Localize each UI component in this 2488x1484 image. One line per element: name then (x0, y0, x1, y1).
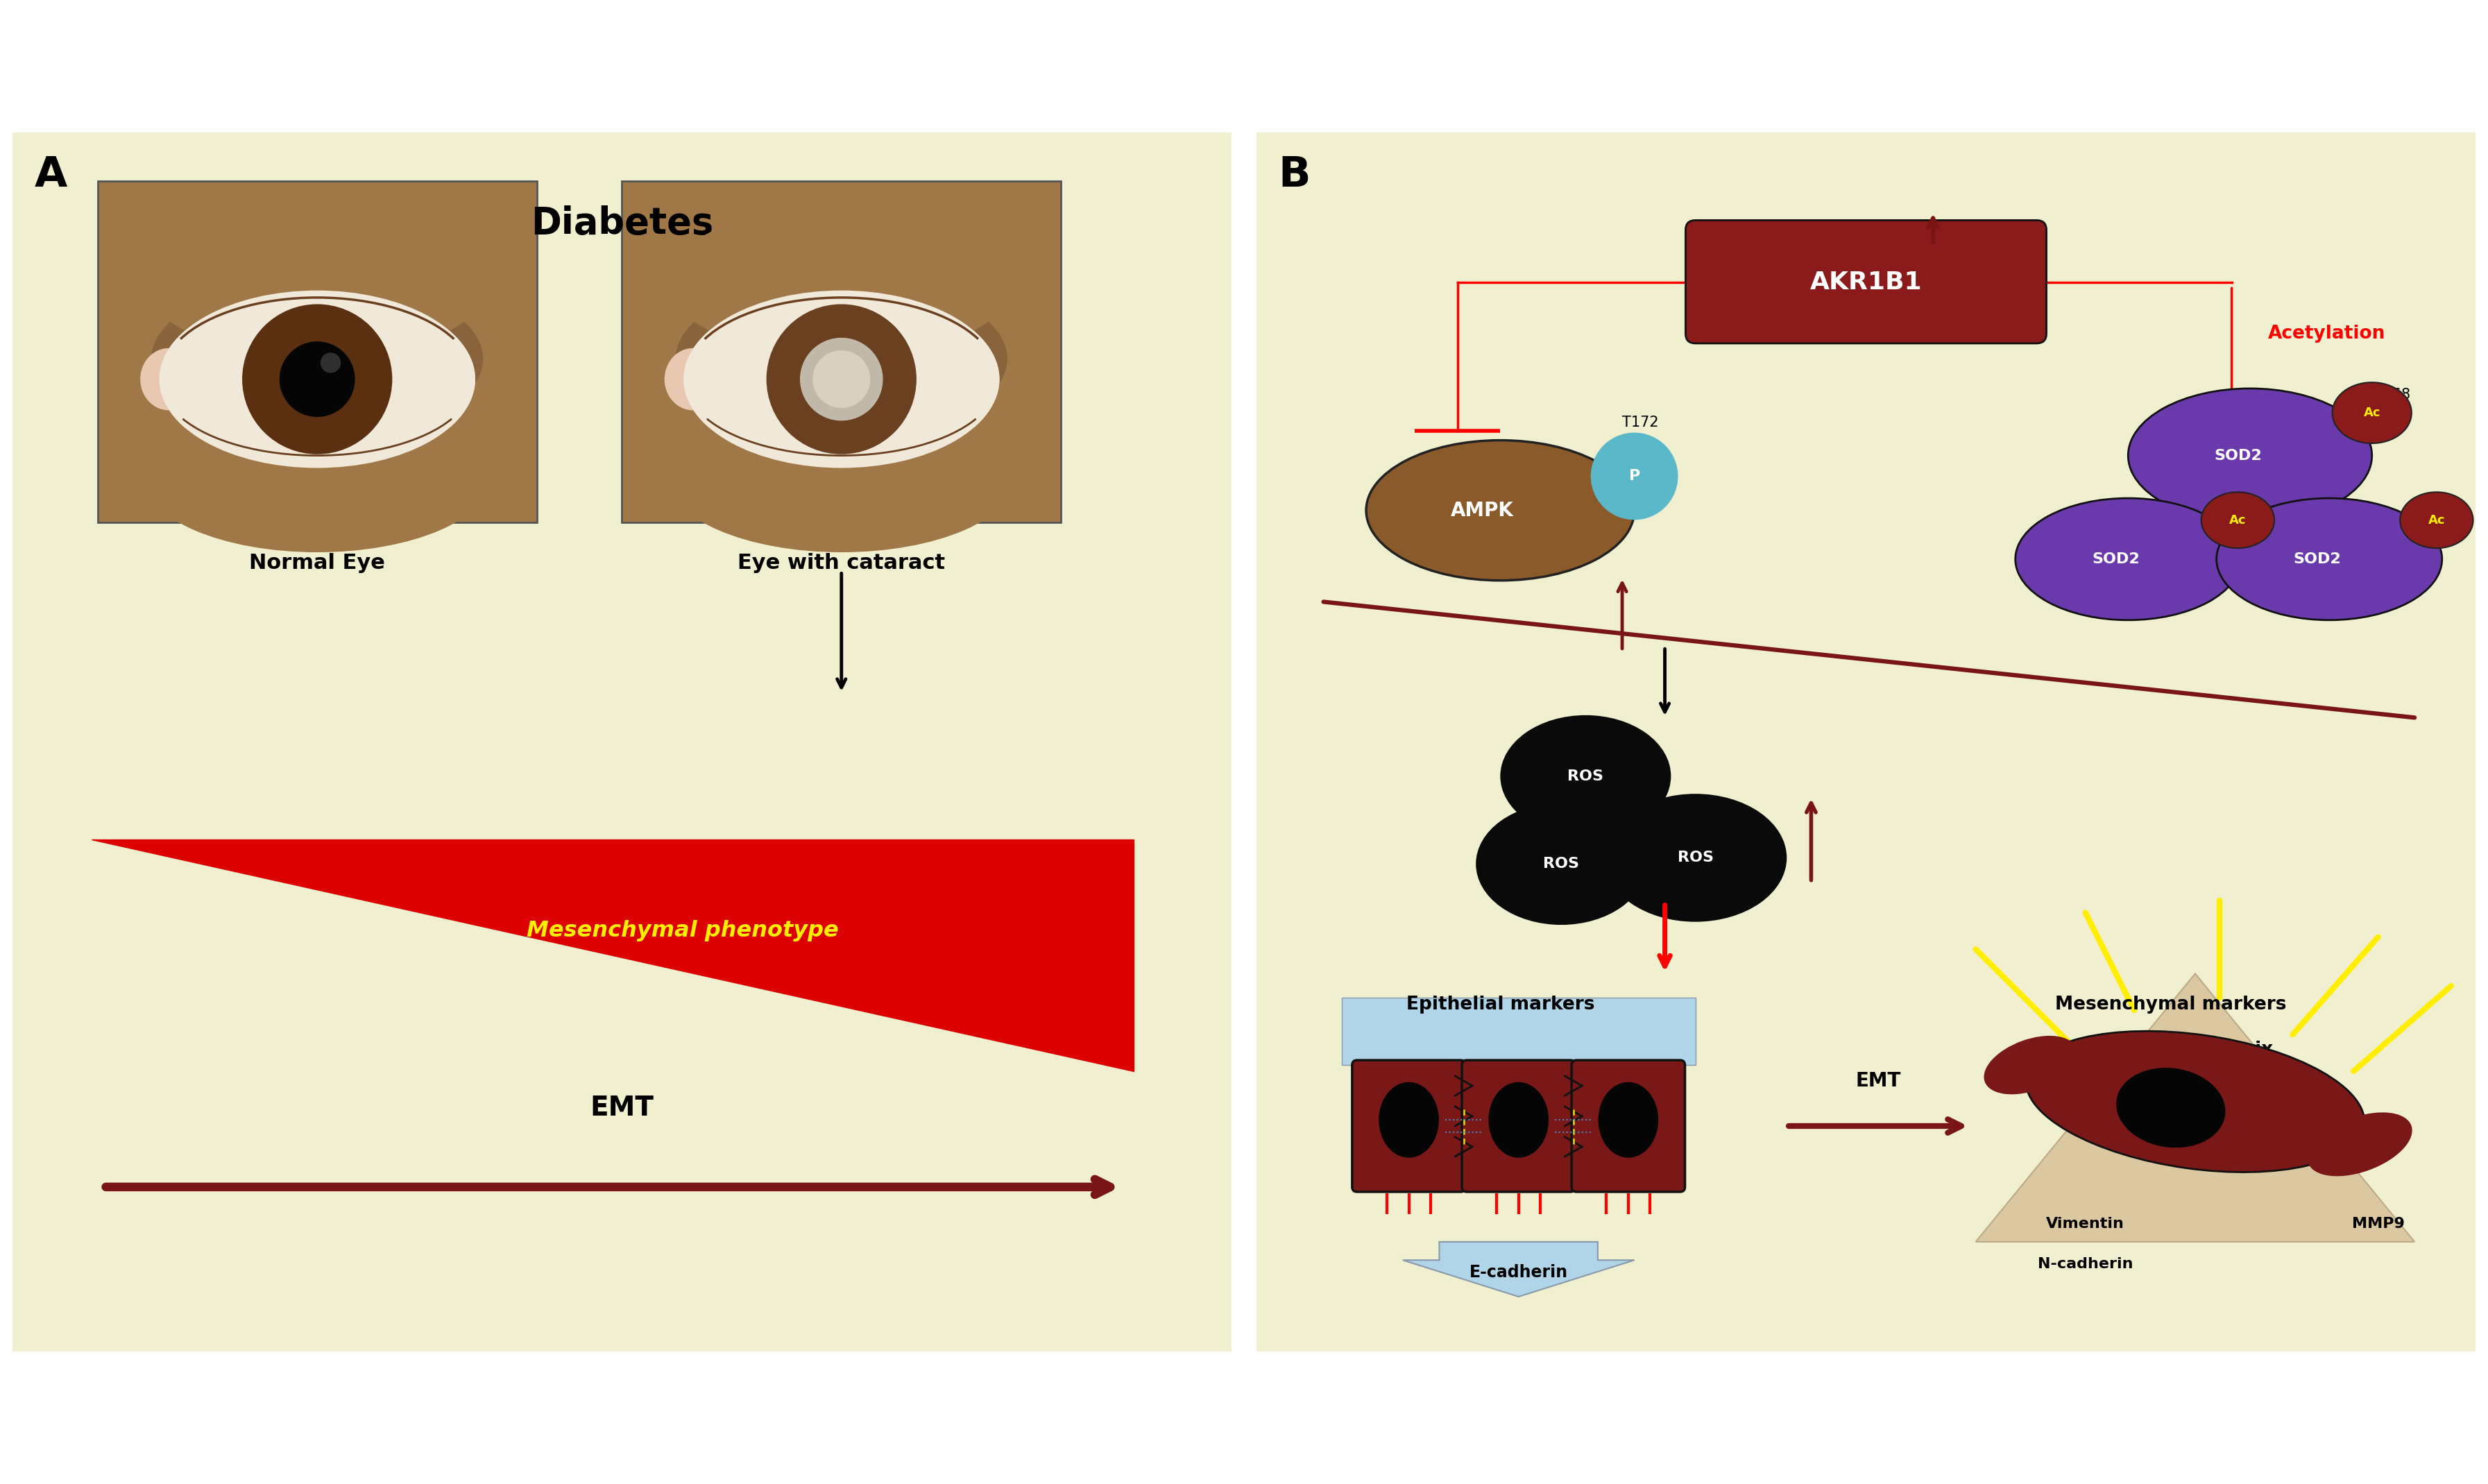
Text: ROS: ROS (1677, 850, 1714, 865)
Ellipse shape (144, 401, 490, 552)
Ellipse shape (159, 291, 475, 467)
Text: ROS: ROS (1543, 856, 1580, 871)
Text: EMT: EMT (1856, 1071, 1901, 1091)
Ellipse shape (2306, 1113, 2413, 1177)
FancyBboxPatch shape (1261, 138, 2471, 1346)
Circle shape (814, 350, 871, 408)
FancyBboxPatch shape (1341, 999, 1694, 1066)
Text: Acetylation: Acetylation (2269, 325, 2386, 343)
Text: ROS: ROS (1567, 769, 1605, 784)
Circle shape (843, 355, 861, 374)
Circle shape (1592, 433, 1677, 519)
Ellipse shape (144, 206, 490, 358)
FancyBboxPatch shape (1463, 1060, 1575, 1192)
Text: Ac: Ac (2428, 513, 2446, 527)
Text: SOD2: SOD2 (2214, 448, 2262, 463)
Polygon shape (1975, 974, 2416, 1242)
Text: N-cadherin: N-cadherin (2038, 1257, 2132, 1270)
Ellipse shape (677, 279, 1008, 439)
Text: T172: T172 (1622, 416, 1659, 429)
Circle shape (244, 304, 391, 454)
Circle shape (766, 304, 916, 454)
Circle shape (306, 352, 313, 361)
Text: P: P (1630, 469, 1640, 484)
Text: Extracellular matrix: Extracellular matrix (2068, 1040, 2274, 1058)
Ellipse shape (2401, 493, 2473, 548)
FancyBboxPatch shape (622, 181, 1060, 522)
Ellipse shape (159, 291, 475, 467)
Text: Ac: Ac (2229, 513, 2247, 527)
Circle shape (801, 338, 883, 420)
Ellipse shape (152, 279, 483, 439)
Text: Ac: Ac (2364, 407, 2381, 418)
Circle shape (814, 350, 871, 408)
Text: Epithelial markers: Epithelial markers (1406, 996, 1595, 1014)
Ellipse shape (2117, 1068, 2224, 1147)
Ellipse shape (2331, 383, 2411, 444)
FancyBboxPatch shape (0, 102, 1249, 1382)
Ellipse shape (1500, 715, 1672, 837)
Ellipse shape (684, 291, 1000, 467)
Ellipse shape (2202, 493, 2274, 548)
Ellipse shape (1605, 794, 1786, 922)
Circle shape (321, 353, 341, 372)
Ellipse shape (699, 322, 983, 384)
FancyBboxPatch shape (1239, 102, 2488, 1382)
Text: K68: K68 (2384, 387, 2411, 402)
Ellipse shape (2015, 499, 2242, 620)
Text: A: A (35, 154, 67, 196)
Text: SOD2: SOD2 (2092, 552, 2140, 565)
Text: Mesenchymal markers: Mesenchymal markers (2055, 996, 2286, 1014)
FancyBboxPatch shape (1684, 220, 2048, 343)
Circle shape (321, 353, 341, 372)
Circle shape (801, 338, 883, 420)
Ellipse shape (139, 349, 197, 410)
Ellipse shape (2025, 1031, 2364, 1172)
FancyArrow shape (1403, 1242, 1635, 1297)
Ellipse shape (2127, 389, 2371, 522)
FancyBboxPatch shape (97, 181, 537, 522)
Ellipse shape (1475, 803, 1647, 925)
Text: MMP9: MMP9 (2351, 1217, 2403, 1230)
Ellipse shape (174, 322, 460, 384)
Text: E-cadherin: E-cadherin (1470, 1264, 1567, 1281)
Ellipse shape (1378, 1082, 1438, 1158)
Ellipse shape (2217, 499, 2443, 620)
Ellipse shape (684, 291, 1000, 467)
Ellipse shape (1366, 441, 1635, 580)
Text: Normal Eye: Normal Eye (249, 554, 386, 573)
Text: SOD2: SOD2 (2294, 552, 2341, 565)
Text: AMPK: AMPK (1451, 500, 1513, 519)
Ellipse shape (1597, 1082, 1659, 1158)
FancyBboxPatch shape (17, 138, 1227, 1346)
FancyBboxPatch shape (1351, 1060, 1465, 1192)
Circle shape (281, 341, 353, 417)
Text: Eye with cataract: Eye with cataract (736, 554, 945, 573)
Ellipse shape (664, 349, 722, 410)
Text: EMT: EMT (590, 1095, 654, 1120)
Circle shape (766, 304, 916, 454)
Text: B: B (1279, 154, 1311, 196)
Text: AKR1B1: AKR1B1 (1809, 270, 1923, 294)
Text: Vimentin: Vimentin (2045, 1217, 2125, 1230)
Circle shape (244, 304, 391, 454)
Ellipse shape (1983, 1036, 2077, 1094)
Polygon shape (92, 840, 1135, 1071)
Text: Mesenchymal phenotype: Mesenchymal phenotype (527, 920, 838, 942)
FancyBboxPatch shape (1572, 1060, 1684, 1192)
Text: Diabetes: Diabetes (530, 206, 714, 242)
Ellipse shape (667, 401, 1015, 552)
Ellipse shape (667, 206, 1015, 358)
Circle shape (281, 341, 353, 417)
Ellipse shape (1488, 1082, 1548, 1158)
